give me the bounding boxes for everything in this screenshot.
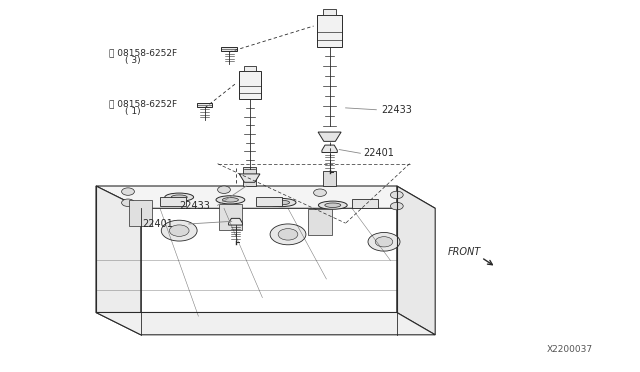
Bar — [317, 15, 342, 46]
Circle shape — [390, 202, 403, 210]
Circle shape — [390, 191, 403, 199]
Text: X2200037: X2200037 — [547, 345, 593, 354]
Bar — [129, 199, 152, 225]
Text: 22433: 22433 — [179, 202, 210, 211]
Bar — [197, 103, 212, 107]
Circle shape — [122, 188, 134, 195]
Bar — [256, 197, 282, 206]
Circle shape — [161, 220, 197, 241]
Bar — [160, 197, 186, 206]
Circle shape — [218, 186, 230, 193]
Bar — [244, 65, 255, 71]
Text: ( 3): ( 3) — [125, 56, 140, 65]
Circle shape — [270, 224, 306, 245]
Polygon shape — [96, 186, 141, 335]
Circle shape — [170, 225, 189, 236]
Polygon shape — [96, 312, 435, 335]
Text: 22401: 22401 — [142, 219, 173, 229]
Ellipse shape — [268, 198, 296, 206]
Bar — [323, 171, 336, 186]
Polygon shape — [322, 145, 337, 153]
Text: Ⓑ 08158-6252F: Ⓑ 08158-6252F — [109, 100, 177, 109]
Circle shape — [278, 229, 298, 240]
Ellipse shape — [172, 195, 188, 199]
Polygon shape — [228, 218, 243, 225]
Ellipse shape — [223, 198, 238, 202]
Bar — [221, 47, 237, 51]
Text: 22401: 22401 — [364, 148, 394, 158]
Bar — [239, 71, 260, 99]
Circle shape — [314, 189, 326, 196]
Polygon shape — [239, 174, 260, 182]
Polygon shape — [318, 132, 341, 141]
Ellipse shape — [319, 201, 347, 209]
Ellipse shape — [274, 200, 290, 205]
Bar — [243, 167, 256, 186]
Circle shape — [368, 232, 400, 251]
Polygon shape — [96, 186, 435, 208]
Text: 22433: 22433 — [381, 105, 412, 115]
Ellipse shape — [165, 193, 194, 201]
Bar — [308, 209, 332, 235]
Circle shape — [122, 199, 134, 206]
Text: FRONT: FRONT — [448, 247, 481, 257]
Circle shape — [375, 237, 393, 247]
Ellipse shape — [216, 196, 244, 204]
Text: Ⓑ 08158-6252F: Ⓑ 08158-6252F — [109, 49, 177, 58]
Bar — [219, 204, 242, 230]
Bar — [352, 199, 378, 208]
Text: ( 1): ( 1) — [125, 107, 140, 116]
Polygon shape — [397, 186, 435, 335]
Bar — [323, 9, 336, 15]
Ellipse shape — [325, 203, 341, 208]
